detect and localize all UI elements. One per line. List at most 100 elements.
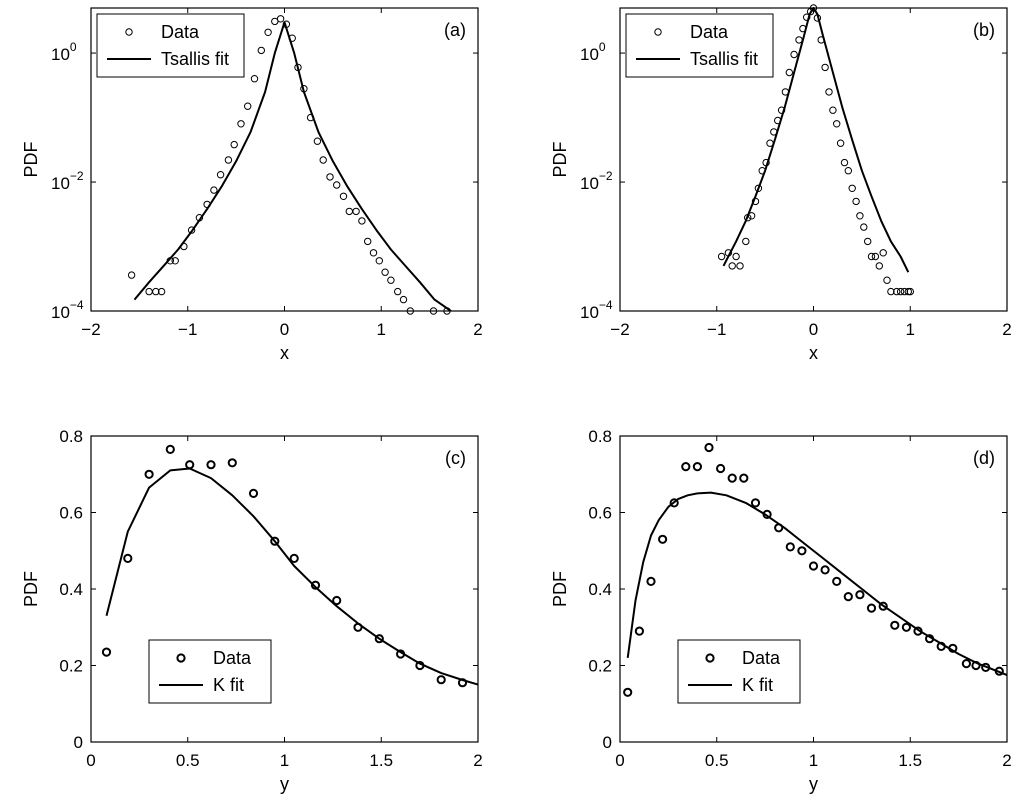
legend: Data Tsallis fit xyxy=(96,13,245,78)
x-tick-label: −2 xyxy=(610,320,629,339)
data-point xyxy=(101,647,112,657)
data-point xyxy=(750,498,761,508)
data-point xyxy=(790,50,798,59)
y-tick-exponent: 0 xyxy=(599,40,606,54)
data-point xyxy=(375,257,383,265)
x-tick-label: 0 xyxy=(809,320,818,339)
data-point xyxy=(237,120,245,128)
y-tick-base: 10 xyxy=(580,45,599,64)
y-tick-label: 10−4 xyxy=(580,298,613,322)
data-point xyxy=(669,498,679,508)
y-tick-label: 100 xyxy=(51,40,77,64)
data-point xyxy=(165,444,175,454)
data-point xyxy=(820,565,830,575)
legend-box xyxy=(148,639,272,704)
legend: Data K fit xyxy=(677,639,801,704)
data-point xyxy=(289,553,299,564)
legend-box xyxy=(96,13,245,78)
data-point xyxy=(276,15,285,23)
y-tick-exponent: −4 xyxy=(70,298,84,312)
data-point xyxy=(840,158,849,167)
data-point xyxy=(875,262,883,270)
y-tick-label: 10−2 xyxy=(51,169,84,193)
y-tick-base: 10 xyxy=(51,174,70,193)
data-point xyxy=(381,268,389,276)
data-point xyxy=(429,307,438,315)
data-point xyxy=(890,620,900,630)
x-tick-label: 2 xyxy=(1002,320,1011,339)
x-tick-label: 2 xyxy=(473,751,482,770)
fit-curve xyxy=(133,21,452,312)
data-point xyxy=(387,276,395,284)
panel-label: (b) xyxy=(973,20,995,40)
data-point xyxy=(829,106,837,114)
y-tick-exponent: −4 xyxy=(599,298,613,312)
x-tick-label: −1 xyxy=(178,320,197,339)
data-point xyxy=(257,46,265,55)
data-point xyxy=(244,102,252,110)
data-point xyxy=(785,68,793,77)
y-axis-label: PDF xyxy=(550,141,570,177)
data-point xyxy=(717,252,726,261)
x-tick-label: 0 xyxy=(615,751,624,770)
data-point xyxy=(893,287,901,296)
data-point xyxy=(634,626,645,636)
x-tick-label: 1.5 xyxy=(369,751,393,770)
data-point xyxy=(887,287,895,296)
data-point xyxy=(250,75,259,83)
data-point xyxy=(326,173,334,181)
data-point xyxy=(716,463,726,474)
legend: Data K fit xyxy=(148,639,272,704)
data-point xyxy=(339,192,348,201)
y-tick-label: 10−2 xyxy=(580,169,613,193)
data-point xyxy=(319,156,327,164)
y-tick-label: 0.2 xyxy=(59,657,83,676)
data-point xyxy=(864,237,872,246)
x-axis-label: x xyxy=(809,343,818,363)
x-tick-label: 0 xyxy=(280,320,289,339)
x-tick-label: −1 xyxy=(707,320,726,339)
fit-curve xyxy=(626,491,1008,677)
x-tick-label: 0.5 xyxy=(705,751,729,770)
data-point xyxy=(860,223,868,231)
data-point xyxy=(692,462,703,472)
data-point xyxy=(797,546,807,556)
legend-label-fit: K fit xyxy=(213,675,244,695)
data-point xyxy=(866,603,877,613)
legend-marker-data xyxy=(705,653,715,663)
data-point xyxy=(704,442,714,453)
y-tick-label: 0.4 xyxy=(588,580,612,599)
y-tick-exponent: 0 xyxy=(70,40,77,54)
data-point xyxy=(821,63,829,72)
legend-label-data: Data xyxy=(213,648,252,668)
data-point xyxy=(906,287,914,296)
legend-label-data: Data xyxy=(690,22,729,42)
data-point xyxy=(658,534,668,544)
data-point xyxy=(803,13,811,21)
data-point xyxy=(264,28,272,36)
data-point xyxy=(867,252,876,261)
data-point xyxy=(785,542,795,552)
y-tick-label: 0.6 xyxy=(588,504,612,523)
data-point xyxy=(901,622,912,632)
data-point xyxy=(728,262,736,270)
y-tick-base: 10 xyxy=(580,303,599,322)
y-tick-label: 0 xyxy=(603,733,612,752)
data-point xyxy=(900,287,909,296)
data-point xyxy=(808,561,819,571)
y-tick-label: 0.8 xyxy=(588,427,612,446)
x-tick-label: 0 xyxy=(86,751,95,770)
x-axis-label: y xyxy=(280,774,289,794)
data-point xyxy=(795,36,803,44)
y-axis-label: PDF xyxy=(550,571,570,607)
data-point xyxy=(227,458,237,468)
data-point xyxy=(185,460,195,470)
data-point xyxy=(345,207,353,216)
data-point xyxy=(224,156,233,164)
data-point xyxy=(171,257,179,265)
data-point xyxy=(436,675,446,685)
y-tick-base: 10 xyxy=(51,45,70,64)
data-point xyxy=(127,271,136,279)
panel-label: (a) xyxy=(444,20,466,40)
